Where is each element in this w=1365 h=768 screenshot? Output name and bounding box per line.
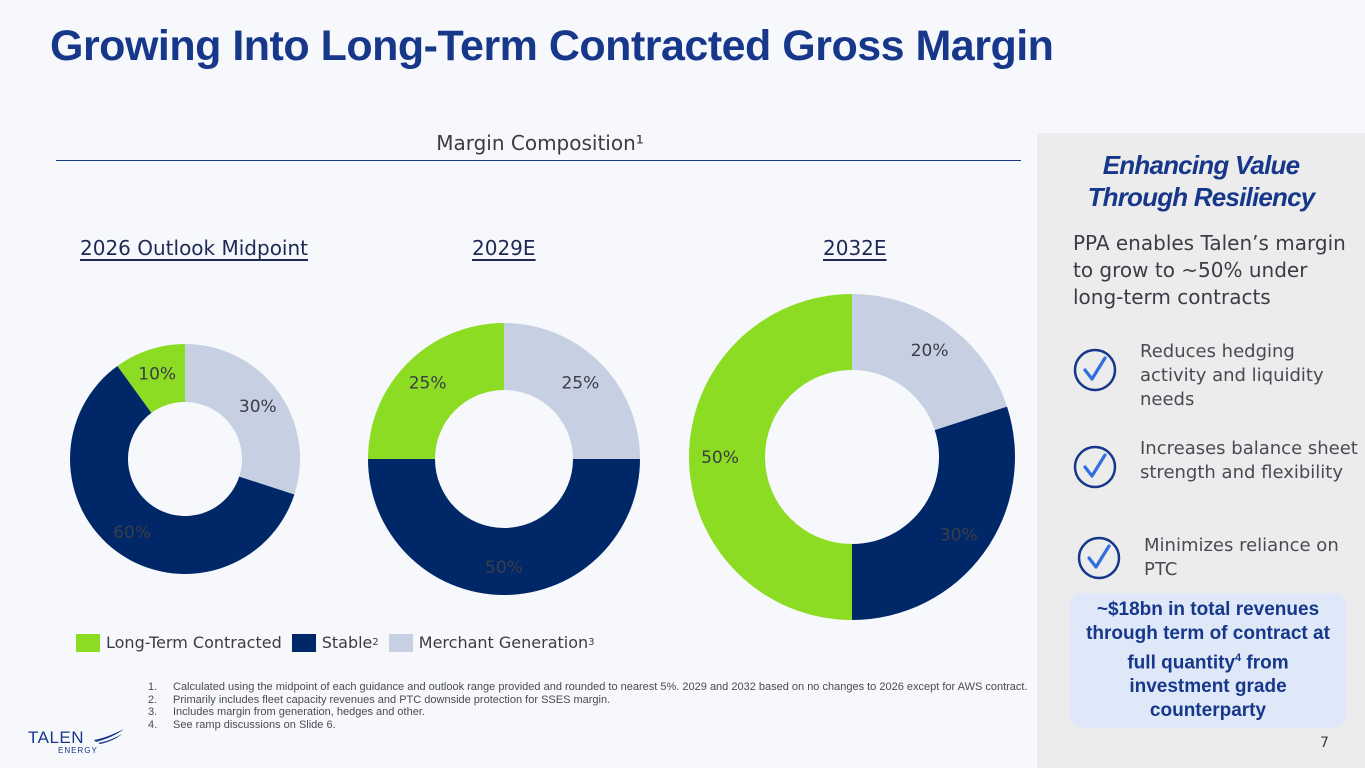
legend-item-stable: Stable 2 [291, 633, 379, 652]
legend-swatch-merchant-generation [388, 633, 413, 652]
legend-superscript: 3 [588, 637, 595, 648]
page-number: 7 [1320, 735, 1329, 751]
chart-title-2032: 2032E [823, 236, 887, 260]
slice-label-long-term-contracted: 10% [138, 364, 176, 384]
callout-text-part: ~$18bn in total revenues through term of… [1086, 598, 1330, 674]
footnote-text: Calculated using the midpoint of each gu… [173, 681, 1028, 693]
composition-divider [56, 160, 1021, 161]
footnote: 2. Primarily includes fleet capacity reve… [148, 694, 1028, 707]
footnote-text: See ramp discussions on Slide 6. [173, 718, 336, 731]
bullet-text: Minimizes reliance on PTC [1144, 535, 1339, 580]
donut-charts: 30% 60% 10% 25% 50% 25% 20% 30% 50% [69, 294, 1015, 620]
slice-label-stable: 60% [113, 523, 151, 543]
logo-subtext: ENERGY [58, 746, 98, 755]
footnotes: 1. Calculated using the midpoint of each … [148, 681, 1028, 731]
donut-slice-stable [69, 365, 295, 575]
footnote: 1. Calculated using the midpoint of each … [148, 681, 1028, 694]
slice-label-merchant-generation: 25% [561, 374, 599, 394]
slice-label-long-term-contracted: 50% [701, 448, 739, 468]
slice-label-long-term-contracted: 25% [409, 374, 447, 394]
panel-heading: Enhancing Value Through Resiliency [1037, 149, 1365, 213]
donut-slice-stable [368, 459, 640, 595]
chart-title-2026: 2026 Outlook Midpoint [80, 236, 308, 260]
callout-superscript: 4 [1235, 651, 1242, 664]
panel-heading-line: Through Resiliency [1087, 182, 1316, 212]
checkmark-circle-icon [1073, 348, 1117, 392]
donut-slice-long-term-contracted [689, 294, 852, 620]
legend-superscript: 2 [372, 637, 379, 648]
resiliency-panel: Enhancing Value Through Resiliency PPA e… [1037, 133, 1365, 768]
legend: Long-Term Contracted Stable 2 Merchant Ge… [76, 633, 605, 652]
bullet-text: Increases balance sheet strength and fle… [1140, 438, 1358, 483]
slice-label-merchant-generation: 20% [911, 341, 949, 361]
legend-item-long-term-contracted: Long-Term Contracted [76, 633, 282, 652]
legend-item-merchant-generation: Merchant Generation 3 [388, 633, 595, 652]
footnote-text: Includes margin from generation, hedges … [173, 706, 425, 718]
footnote: 3. Includes margin from generation, hedge… [148, 706, 1028, 719]
panel-heading-line: Enhancing Value [1102, 150, 1300, 180]
footnote: 4. See ramp discussions on Slide 6. [148, 719, 1028, 732]
slice-label-merchant-generation: 30% [239, 397, 277, 417]
slice-label-stable: 50% [485, 558, 523, 578]
footnote-number: 3. [148, 706, 158, 718]
checkmark-circle-icon [1073, 445, 1117, 489]
panel-subheading: PPA enables Talen’s margin to grow to ~5… [1073, 231, 1346, 309]
composition-title: Margin Composition¹ [436, 131, 644, 155]
donut-slice-merchant-generation [504, 323, 640, 459]
footnote-number: 2. [148, 693, 158, 706]
callout-text: ~$18bn in total revenues through term of… [1078, 598, 1338, 723]
logo-wing-icon [94, 729, 124, 744]
revenue-callout: ~$18bn in total revenues through term of… [1070, 593, 1346, 728]
chart-title-2029: 2029E [472, 236, 536, 260]
donut-slice-merchant-generation [852, 294, 1008, 431]
logo-wordmark: TALEN [28, 728, 85, 747]
legend-label: Long-Term Contracted [106, 633, 282, 652]
footnote-text: Primarily includes fleet capacity revenu… [173, 693, 611, 706]
legend-label: Stable [321, 633, 373, 652]
donut-slice-stable [852, 406, 1015, 620]
donut-slice-merchant-generation [185, 344, 300, 495]
bullet-text: Reduces hedging activity and liquidity n… [1140, 341, 1324, 410]
legend-swatch-stable [291, 633, 316, 652]
donut-slice-long-term-contracted [117, 344, 185, 413]
page-title: Growing Into Long-Term Contracted Gross … [50, 22, 1054, 70]
legend-swatch-long-term-contracted [76, 633, 100, 652]
slice-label-stable: 30% [940, 526, 978, 546]
donut-slice-long-term-contracted [368, 323, 504, 459]
legend-label: Merchant Generation [418, 633, 589, 652]
footnote-number: 1. [148, 681, 158, 693]
talen-energy-logo: TALEN ENERGY [28, 728, 124, 755]
footnote-number: 4. [148, 718, 158, 731]
callout-text-part: from investment grade counterparty [1129, 652, 1289, 722]
checkmark-circle-icon [1077, 536, 1121, 580]
